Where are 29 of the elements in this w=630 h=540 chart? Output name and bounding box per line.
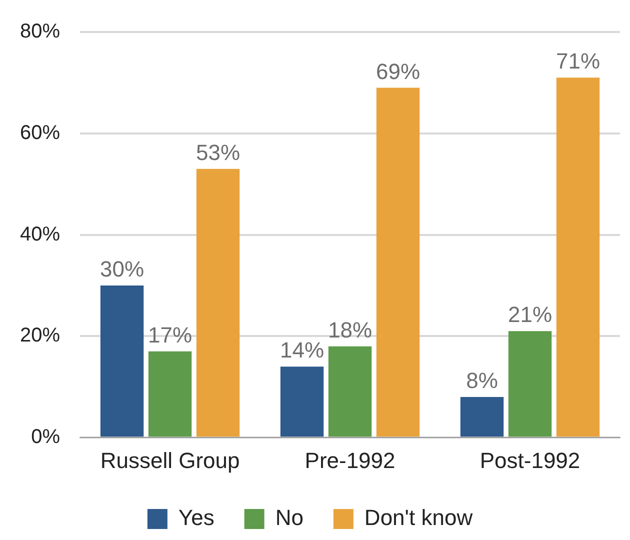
bar	[148, 351, 192, 437]
bar	[508, 331, 552, 437]
data-label: 17%	[148, 322, 192, 348]
legend-label: No	[275, 505, 304, 530]
data-label: 14%	[280, 338, 324, 363]
y-tick-label: 0%	[31, 426, 60, 448]
data-label: 8%	[466, 368, 498, 394]
data-label: 53%	[196, 140, 240, 165]
y-tick-label: 60%	[20, 122, 60, 144]
bar	[460, 397, 504, 437]
legend-label: Yes	[178, 505, 214, 530]
y-tick-label: 20%	[20, 324, 60, 347]
data-label: 21%	[508, 302, 552, 328]
x-tick-label: Russell Group	[100, 448, 240, 473]
y-tick-label: 40%	[20, 223, 60, 246]
legend-label: Don't know	[364, 505, 473, 530]
bar	[376, 88, 420, 437]
data-label: 30%	[100, 256, 144, 282]
bar	[280, 366, 324, 437]
data-label: 71%	[556, 48, 600, 74]
data-label: 18%	[328, 317, 372, 342]
bar	[100, 286, 144, 437]
x-tick-label: Pre-1992	[304, 448, 396, 473]
bar	[196, 168, 240, 437]
y-tick-label: 80%	[20, 20, 60, 43]
data-label: 69%	[376, 58, 420, 84]
x-tick-label: Post-1992	[480, 448, 580, 473]
bar	[556, 78, 600, 437]
bar	[328, 346, 372, 437]
